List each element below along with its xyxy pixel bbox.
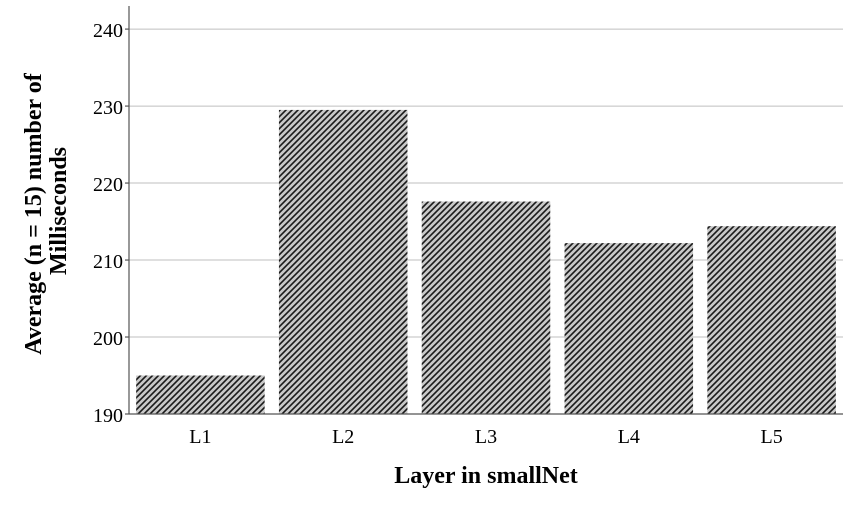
x-tick-label: L5 (760, 426, 782, 448)
x-tick-labels: L1 L2 L3 L4 L5 (189, 426, 782, 448)
x-tick-label: L2 (332, 426, 354, 448)
bar-l4 (564, 243, 694, 414)
y-tick-label: 220 (93, 174, 123, 196)
bar-l2 (278, 109, 408, 414)
bar-l5 (707, 226, 836, 414)
y-tick-label: 200 (93, 328, 123, 350)
x-tick-label: L4 (618, 426, 640, 448)
x-axis-label: Layer in smallNet (394, 463, 578, 489)
y-tick-label: 230 (93, 97, 123, 119)
x-tick-label: L1 (189, 426, 211, 448)
bar-l1 (136, 375, 265, 414)
y-tick-label: 240 (93, 20, 123, 42)
x-tick-label: L3 (475, 426, 497, 448)
bar-l3 (421, 201, 551, 414)
bars (136, 109, 836, 414)
y-axis-label: Average (n = 15) number of Milliseconds (21, 67, 72, 354)
axes (125, 6, 843, 415)
y-axis-label-line-1: Average (n = 15) number of (21, 72, 47, 354)
y-tick-label: 210 (93, 251, 123, 273)
y-tick-label: 190 (93, 405, 123, 427)
y-axis-label-line-2: Milliseconds (46, 147, 72, 275)
y-tick-labels: 190 200 210 220 230 240 (93, 20, 123, 427)
